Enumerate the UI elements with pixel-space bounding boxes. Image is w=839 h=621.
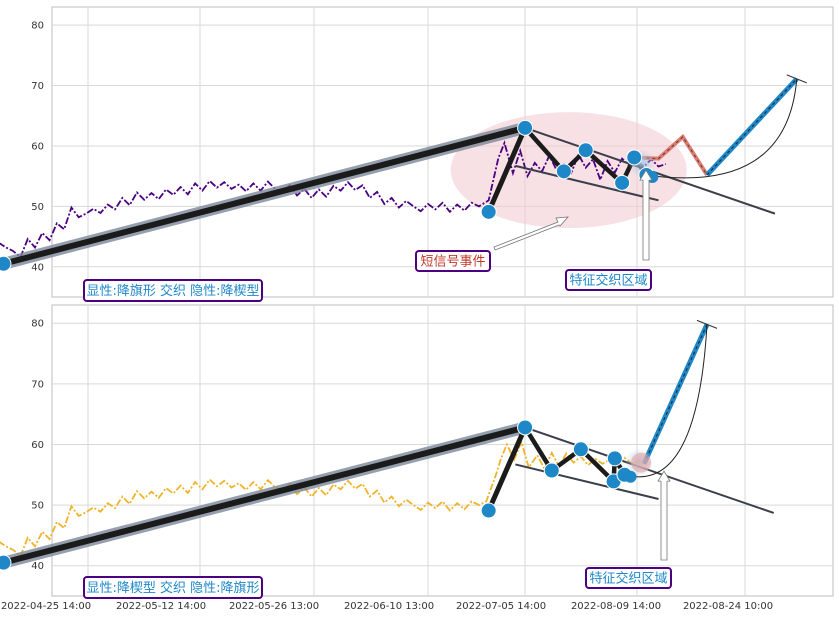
annotation-label: 短信号事件 [420, 255, 485, 270]
x-tick-label: 2022-06-10 13:00 [344, 601, 434, 612]
pivot-point [577, 142, 594, 159]
trend-line [515, 164, 659, 202]
signal-arrow [493, 216, 569, 251]
annotation-label: 特征交织区域 [569, 273, 647, 289]
y-tick-label: 70 [31, 379, 44, 390]
y-tick-label: 60 [31, 440, 44, 451]
pivot-point [543, 462, 560, 479]
y-tick-label: 40 [31, 561, 44, 572]
pivot-point [626, 149, 643, 166]
pivot-point [480, 203, 497, 220]
pivot-point [555, 163, 572, 180]
y-tick-label: 50 [31, 202, 44, 213]
bottom-panel: 40 50 60 70 80 显性:降楔型 交织 隐性:降旗形 特征交织区域 [0, 304, 834, 599]
y-tick-label: 70 [31, 81, 44, 92]
x-tick-label: 2022-04-25 14:00 [1, 601, 91, 612]
pivot-main-leg [0, 424, 529, 566]
pivot-point [517, 419, 534, 436]
target-cap [696, 319, 718, 329]
pivot-point [606, 450, 623, 467]
annotation-box [565, 269, 652, 291]
y-tick-label: 60 [31, 141, 44, 152]
price-series-line [0, 439, 640, 558]
annotation-box [585, 567, 672, 589]
pivot-point [614, 174, 631, 191]
annotation-box [83, 279, 263, 302]
annotation-label: 显性:降旗形 交织 隐性:降楔型 [86, 283, 259, 299]
target-cap [786, 74, 807, 84]
annotation-box [83, 576, 263, 599]
pivot-point-secondary [624, 470, 637, 483]
pivot-point [480, 502, 497, 519]
pivot-point [572, 441, 589, 458]
feature-arrow [657, 470, 671, 561]
x-tick-label: 2022-05-26 13:00 [229, 601, 319, 612]
price-series-line [0, 140, 667, 259]
target-path-dash [643, 324, 708, 465]
target-path-dash [706, 78, 798, 176]
y-tick-label: 80 [31, 319, 44, 330]
pivot-leg [486, 426, 528, 512]
annotation-box [415, 250, 491, 272]
y-tick-label: 50 [31, 501, 44, 512]
y-tick-label: 40 [31, 262, 44, 273]
annotation-label: 特征交织区域 [589, 571, 667, 587]
projection-arc [646, 78, 798, 179]
feature-arrow [639, 169, 653, 261]
x-tick-label: 2022-05-12 14:00 [116, 601, 206, 612]
x-tick-label: 2022-08-09 14:00 [571, 601, 661, 612]
pivot-point [0, 255, 12, 272]
trend-line [515, 463, 659, 500]
x-tick-label: 2022-08-24 10:00 [683, 601, 773, 612]
breakout-glow-red [631, 452, 652, 473]
pivot-leg [486, 126, 528, 213]
projection-arc [624, 324, 708, 478]
annotation-label: 显性:降楔型 交织 隐性:降旗形 [86, 580, 259, 596]
y-tick-label: 80 [31, 21, 44, 32]
x-axis-tick-labels: 2022-04-25 14:00 2022-05-12 14:00 2022-05-… [1, 601, 773, 612]
pivot-main-leg [0, 124, 529, 267]
x-tick-label: 2022-07-05 14:00 [456, 601, 546, 612]
pivot-point [0, 554, 12, 571]
pivot-point [517, 119, 534, 136]
